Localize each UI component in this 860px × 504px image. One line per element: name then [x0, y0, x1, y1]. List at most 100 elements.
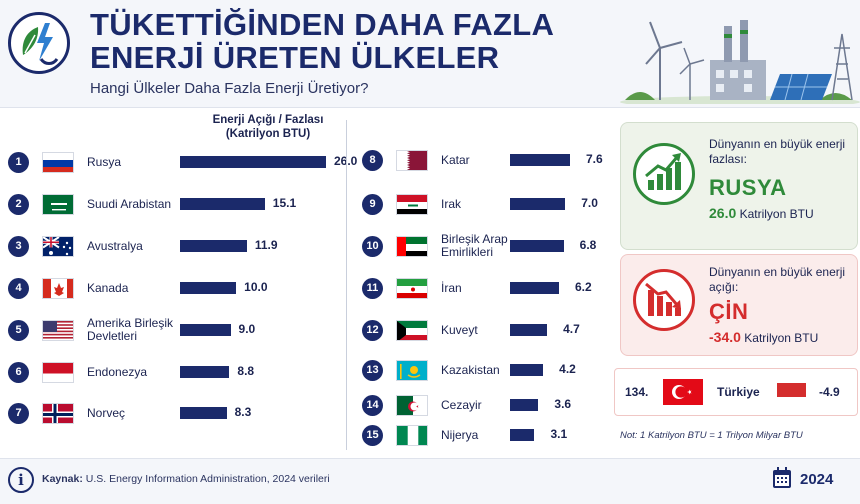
bar-value-label: 4.2 — [559, 362, 576, 376]
surplus-label: Dünyanın en büyük enerji fazlası: — [709, 137, 846, 166]
bar-value-label: 9.0 — [238, 322, 256, 336]
indonesia-flag — [42, 362, 74, 383]
rank-badge: 12 — [362, 320, 383, 341]
rank-badge: 6 — [8, 362, 29, 383]
country-name: İran — [441, 280, 462, 295]
bar-value-label: 3.6 — [554, 397, 572, 411]
bar — [510, 282, 559, 294]
rank-badge: 15 — [362, 425, 383, 446]
bar — [510, 429, 535, 441]
kuwait-flag — [396, 320, 428, 341]
bar-value-label: 7.0 — [581, 196, 598, 210]
bar — [510, 154, 570, 166]
energy-logo-icon — [8, 12, 70, 74]
page-title: TÜKETTİĞİNDEN DAHA FAZLA ENERJİ ÜRETEN Ü… — [90, 8, 554, 74]
bar — [510, 364, 544, 376]
algeria-flag — [396, 395, 428, 416]
turkey-row: 134. Türkiye -4.9 — [614, 368, 858, 416]
country-name: Katar — [441, 152, 470, 167]
year-label: 2024 — [800, 471, 834, 488]
bar — [180, 366, 230, 378]
source-text: Kaynak: U.S. Energy Information Administ… — [42, 473, 330, 485]
norway-flag — [42, 403, 74, 424]
bar-value-label: 6.8 — [579, 238, 597, 252]
usa-flag — [42, 320, 74, 341]
turkey-country-name: Türkiye — [717, 385, 760, 399]
country-name: Norveç — [87, 405, 126, 420]
rank-badge: 1 — [8, 152, 29, 173]
country-name: Endonezya — [87, 364, 148, 379]
australia-flag — [42, 236, 74, 257]
page-subtitle: Hangi Ülkeler Daha Fazla Enerji Üretiyor… — [90, 80, 369, 97]
surplus-value-unit: Katrilyon BTU — [739, 207, 814, 221]
rank-badge: 10 — [362, 236, 383, 257]
footer: i Kaynak: U.S. Energy Information Admini… — [0, 458, 860, 504]
russia-flag — [42, 152, 74, 173]
bar — [180, 407, 227, 419]
bar-row: 11 İran 6.2 — [362, 276, 692, 300]
column-header-line-2: (Katrilyon BTU) — [225, 128, 311, 140]
bar-row: 9 Irak 7.0 — [362, 192, 692, 216]
rising-chart-icon — [633, 143, 695, 205]
rank-badge: 5 — [8, 320, 29, 341]
country-name: Nijerya — [441, 427, 479, 442]
bar — [180, 156, 326, 168]
title-line-1: TÜKETTİĞİNDEN DAHA FAZLA — [90, 7, 555, 42]
bar-row: 14 Cezayir 3.6 — [362, 393, 692, 417]
bar — [180, 240, 247, 252]
rank-badge: 9 — [362, 194, 383, 215]
bar-row: 1 Rusya 26.0 — [8, 150, 357, 174]
turkey-rank: 134. — [625, 385, 649, 399]
deficit-country: ÇİN — [709, 299, 749, 324]
bar-value-label: 4.7 — [563, 322, 580, 336]
bar-row: 13 Kazakistan 4.2 — [362, 358, 692, 382]
rank-badge: 14 — [362, 395, 383, 416]
unit-note: Not: 1 Katrilyon BTU = 1 Trilyon Milyar … — [620, 430, 803, 441]
energy-plant-illustration — [620, 20, 860, 104]
info-icon: i — [8, 467, 34, 493]
saudi-arabia-flag — [42, 194, 74, 215]
deficit-value-number: -34.0 — [709, 329, 741, 345]
nigeria-flag — [396, 425, 428, 446]
bar-row: 12 Kuveyt 4.7 — [362, 318, 692, 342]
bar-row: 4 Kanada 10.0 — [8, 276, 338, 300]
country-name: Amerika Birleşik Devletleri — [87, 316, 174, 343]
bar — [510, 240, 564, 252]
bar-row: 2 Suudi Arabistan 15.1 — [8, 192, 338, 216]
bar-value-label: 6.2 — [574, 280, 592, 294]
country-name: Avustralya — [87, 238, 143, 253]
bar — [180, 198, 265, 210]
canada-flag — [42, 278, 74, 299]
bar-row: 8 Katar 7.6 — [362, 148, 692, 172]
bar — [510, 399, 539, 411]
bar-value-label: 8.3 — [234, 405, 252, 419]
iran-flag — [396, 278, 428, 299]
iraq-flag — [396, 194, 428, 215]
bar-value-label: 7.6 — [586, 152, 603, 166]
deficit-card: Dünyanın en büyük enerji açığı: ÇİN -34.… — [620, 254, 858, 356]
column-divider — [346, 120, 347, 450]
surplus-card: Dünyanın en büyük enerji fazlası: RUSYA … — [620, 122, 858, 250]
bar-value-label: 15.1 — [272, 196, 297, 210]
deficit-value: -34.0 Katrilyon BTU — [709, 329, 818, 345]
turkey-bar — [777, 383, 806, 397]
country-name: Kazakistan — [441, 362, 500, 377]
turkey-flag — [663, 379, 703, 405]
country-name: Birleşik Arap Emirlikleri — [441, 232, 508, 259]
rank-badge: 7 — [8, 403, 29, 424]
surplus-country: RUSYA — [709, 175, 787, 200]
bar-row: 6 Endonezya 8.8 — [8, 360, 338, 384]
falling-chart-icon — [633, 269, 695, 331]
bar — [180, 282, 237, 294]
bar-row: 3 Avustralya 11.9 — [8, 234, 338, 258]
title-line-2: ENERJİ ÜRETEN ÜLKELER — [90, 40, 500, 75]
source-label: Kaynak: — [42, 473, 83, 485]
country-name: Cezayir — [441, 397, 482, 412]
bar-row: 5 Amerika Birleşik Devletleri 9.0 — [8, 316, 338, 343]
bar-row: 10 Birleşik Arap Emirlikleri 6.8 — [362, 232, 692, 259]
turkey-value: -4.9 — [819, 385, 840, 399]
bar-row: 15 Nijerya 3.1 — [362, 423, 692, 447]
bar — [180, 324, 231, 336]
bar-value-label: 8.8 — [237, 364, 255, 378]
header: TÜKETTİĞİNDEN DAHA FAZLA ENERJİ ÜRETEN Ü… — [0, 0, 860, 108]
